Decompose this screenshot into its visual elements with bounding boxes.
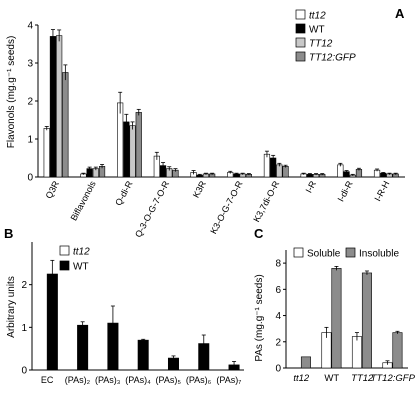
bar-wt-ec: [46, 273, 58, 371]
legend-swatch-tt12: [59, 245, 70, 256]
x-tick-label: K3R: [191, 179, 208, 200]
panel-a-ylabel: Flavonols (mg.g⁻¹ seeds): [6, 36, 17, 149]
legend-swatch-tt12-gfp: [295, 51, 306, 62]
y-tick-label: 0: [275, 364, 281, 375]
x-tick-label: I-di-R: [336, 179, 355, 204]
x-tick-label: Q-di-R: [113, 179, 135, 208]
y-tick-label: 0: [27, 173, 33, 184]
x-tick-label: (PAs)₇: [216, 375, 241, 385]
bar-tt12-q3r: [56, 35, 63, 178]
panel-b-letter: B: [4, 226, 13, 241]
legend-label-soluble: Soluble: [307, 249, 341, 260]
x-tick-label: K3,7di-O-R: [251, 179, 281, 224]
bar-insoluble-tt12-gfp: [392, 332, 403, 369]
x-tick-label: EC: [41, 375, 54, 385]
panel-a-letter: A: [395, 6, 405, 21]
bar-soluble-wt: [321, 332, 332, 369]
bar-tt12-k3-7di-o-r: [276, 164, 283, 178]
x-tick-label: Q-3-O-G-7-O-R: [133, 179, 171, 239]
legend-label-tt12: tt12: [309, 11, 326, 22]
bar-wt-pas: [137, 339, 149, 371]
legend-swatch-wt: [59, 260, 70, 271]
legend-label-wt: WT: [309, 25, 325, 36]
x-tick-label: Biflavonols: [69, 179, 98, 223]
x-tick-label: (PAs)₃: [95, 375, 121, 385]
x-tick-label: (PAs)₆: [186, 375, 212, 385]
legend-label-wt: WT: [73, 262, 89, 273]
bar-tt12-k3-7di-o-r: [263, 153, 271, 178]
bar-tt12-q-di-r: [117, 102, 124, 178]
y-tick-label: 6: [275, 285, 281, 296]
y-tick-label: 4: [27, 21, 33, 32]
bar-insoluble-tt12: [361, 272, 372, 369]
x-tick-label: (PAs)₅: [156, 375, 182, 385]
y-tick-label: 4: [275, 311, 281, 322]
bar-tt12-i-di-r: [337, 164, 344, 178]
panel-a-plot: 0 1 2 3 4 Q3R Biflavonols Q-di-RQ-3-O-G-7-O-R K3…: [27, 9, 405, 239]
panel-b-ylabel: Arbitrary units: [6, 276, 17, 338]
x-tick-label: (PAs)₄: [125, 375, 151, 385]
legend-swatch-insoluble: [345, 247, 356, 258]
x-tick-label: (PAs)₂: [65, 375, 91, 385]
bar-soluble-tt12: [351, 336, 362, 369]
bar-tt12-q3r: [43, 128, 50, 178]
panel-c-ylabel: PAs (mg.g⁻¹ seeds): [254, 274, 265, 361]
legend-label-tt12-gfp: TT12:GFP: [309, 53, 356, 64]
bar-tt12-gfp-k3-7di-o-r: [282, 166, 289, 178]
bar-tt12-q-di-r: [129, 125, 136, 178]
bar-wt-q3r: [49, 36, 57, 178]
x-tick-label: tt12: [293, 373, 310, 384]
panel-b-plot: 0 1 2 EC (PAs)₂ (PAs)₃ (PAs)₄ (PAs)₅ (PAs)₆ (PAs)…: [21, 242, 244, 385]
bar-insoluble-tt12: [300, 356, 311, 369]
y-tick-label: 2: [27, 97, 33, 108]
y-tick-label: 8: [275, 259, 281, 270]
x-tick-label: I-R-H: [372, 179, 391, 203]
legend-label-insoluble: Insoluble: [359, 249, 399, 260]
y-tick-label: 3: [27, 59, 33, 70]
bar-tt12-gfp-q-di-r: [135, 112, 142, 178]
x-tick-label: WT: [324, 373, 339, 384]
x-tick-label: TT12: [351, 373, 374, 384]
legend-swatch-tt12: [295, 37, 306, 48]
x-tick-label: K3-O-G-7-O-R: [208, 179, 245, 236]
y-tick-label: 2: [21, 280, 27, 291]
x-tick-label: TT12:GFP: [371, 373, 415, 384]
x-tick-label: I-R: [304, 179, 319, 195]
panel-c-letter: C: [254, 226, 264, 241]
bar-wt-q-di-r: [123, 121, 130, 178]
legend-swatch-soluble: [293, 247, 304, 258]
legend-swatch-wt: [295, 23, 306, 34]
y-tick-label: 2: [275, 337, 281, 348]
bar-insoluble-wt: [331, 268, 342, 369]
y-tick-label: 0: [21, 366, 27, 377]
bar-wt-k3-7di-o-r: [270, 157, 277, 178]
bar-wt-pas: [77, 324, 89, 371]
legend-label-tt12: TT12: [309, 39, 333, 50]
legend-swatch-tt12: [295, 9, 306, 20]
y-tick-label: 1: [27, 135, 33, 146]
bar-tt12-gfp-q3r: [62, 72, 69, 178]
y-tick-label: 1: [21, 323, 27, 334]
x-tick-label: Q3R: [44, 179, 62, 200]
legend-label-tt12: tt12: [73, 247, 90, 258]
